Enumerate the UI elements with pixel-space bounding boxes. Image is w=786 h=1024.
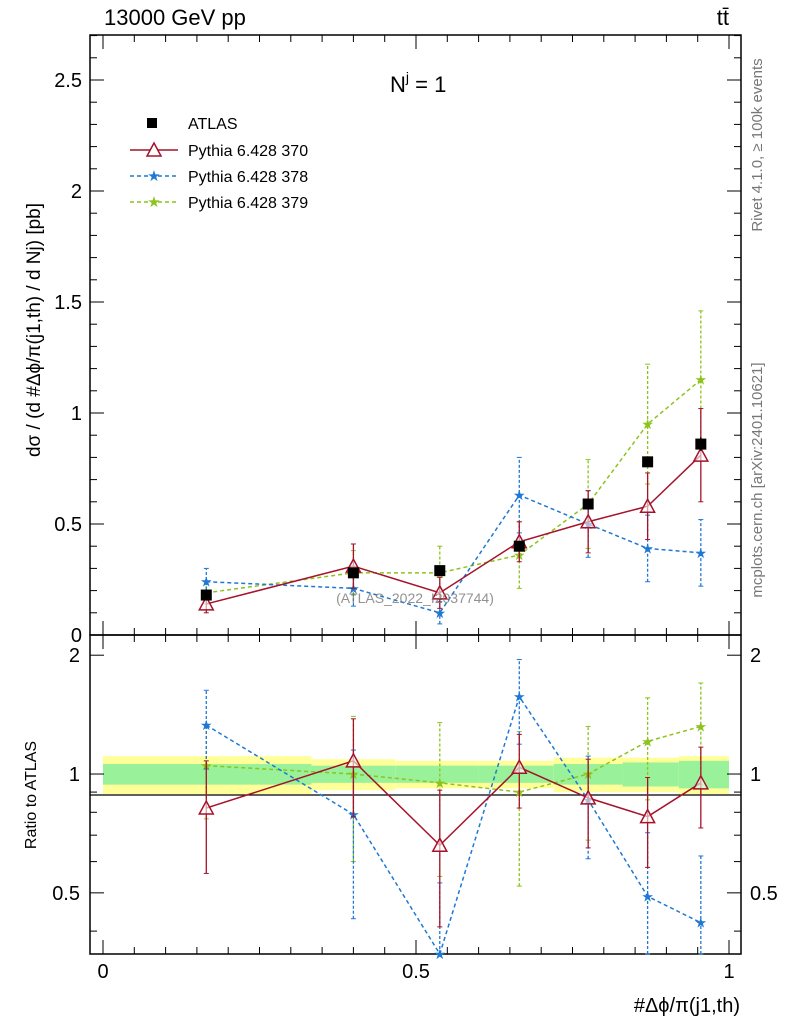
- ratio-y-tick-label-right: 2: [750, 645, 761, 667]
- ratio-uncertainty-bands: [103, 756, 729, 795]
- ratio-point-378: ★: [513, 690, 526, 706]
- y-tick-label: 2: [71, 181, 82, 203]
- main-point-378: ★: [641, 541, 654, 557]
- ratio-point-378: ★: [434, 947, 447, 963]
- main-point-379: ★: [641, 417, 654, 433]
- band-inner: [103, 764, 312, 785]
- ratio-data-marks: ★★★★★★★★★★★★★★: [198, 659, 710, 963]
- legend-marker-atlas: [147, 118, 157, 128]
- legend-label-378: Pythia 6.428 378: [188, 169, 308, 186]
- main-line-379: [206, 379, 702, 594]
- ratio-point-370: [198, 799, 215, 815]
- main-atlas-point: [434, 565, 446, 577]
- y-tick-label: 1.5: [54, 292, 82, 314]
- ratio-point-379: ★: [641, 734, 654, 750]
- y-tick-label: 2.5: [54, 70, 82, 92]
- y-tick-label: 0: [71, 625, 82, 647]
- main-atlas-point: [642, 456, 654, 468]
- ratio-point-378: ★: [200, 718, 213, 734]
- ratio-point-370: [579, 789, 597, 805]
- ratio-point-370: [639, 808, 656, 824]
- main-point-370: [639, 497, 656, 513]
- analysis-watermark: (ATLAS_2022_I2037744): [336, 590, 494, 606]
- ratio-y-tick-label-right: 0.5: [750, 883, 778, 905]
- main-atlas-point: [695, 438, 707, 450]
- band-inner: [622, 762, 679, 787]
- main-point-379: ★: [695, 373, 708, 389]
- x-axis-label: #Δϕ/π(j1,th): [634, 995, 740, 1017]
- y-axis-label-ratio: Ratio to ATLAS: [23, 741, 40, 849]
- main-point-370: [431, 584, 449, 600]
- header-right: tt̄: [717, 5, 729, 30]
- legend: ATLAS Pythia 6.428 370 ★ Pythia 6.428 37…: [130, 116, 308, 212]
- ratio-y-tick-label-right: 1: [750, 764, 761, 786]
- ratio-y-tick-label: 2: [69, 645, 80, 667]
- y-tick-label: 1: [71, 403, 82, 425]
- axes: 0 0.5 1 0 0.5 1 1.5 2 2.5 0.5 0.5 1 1 2 2: [52, 35, 778, 983]
- main-atlas-point: [347, 567, 359, 579]
- ratio-point-378: ★: [641, 889, 654, 905]
- main-point-378: ★: [434, 606, 447, 622]
- mcplots-label: mcplots.cern.ch [arXiv:2401.10621]: [749, 362, 766, 597]
- legend-marker-378: ★: [147, 167, 160, 185]
- ratio-point-370: [511, 758, 528, 775]
- main-line-370: [206, 454, 702, 605]
- header-left: 13000 GeV pp: [104, 5, 246, 30]
- ratio-point-370: [431, 836, 449, 853]
- main-point-378: ★: [347, 581, 360, 597]
- band-inner: [478, 765, 554, 783]
- main-point-378: ★: [513, 488, 526, 504]
- main-point-370: [579, 513, 597, 529]
- main-point-370: [198, 595, 215, 611]
- ratio-point-379: ★: [434, 776, 447, 792]
- ratio-point-378: ★: [695, 916, 708, 932]
- ratio-y-tick-label: 0.5: [52, 883, 80, 905]
- main-data-marks: ★★★★★★★★★★★★★★: [198, 310, 710, 625]
- y-tick-label: 0.5: [54, 514, 82, 536]
- x-tick-label: 0: [97, 961, 108, 983]
- ratio-point-370: [692, 774, 710, 790]
- legend-label-atlas: ATLAS: [188, 116, 238, 133]
- ratio-point-379: ★: [695, 719, 708, 735]
- legend-marker-379: ★: [147, 193, 160, 211]
- legend-label-370: Pythia 6.428 370: [188, 143, 308, 160]
- main-atlas-point: [513, 540, 525, 552]
- panel-title: Nj = 1: [390, 69, 446, 97]
- ratio-point-370: [345, 752, 362, 768]
- y-axis-label-main: dσ / (d #Δϕ/π(j1,th) / d Nj) [pb]: [24, 203, 45, 457]
- legend-marker-370: [145, 141, 163, 157]
- main-point-370: [692, 446, 710, 462]
- x-tick-label: 0.5: [402, 961, 430, 983]
- ratio-y-tick-label: 1: [69, 764, 80, 786]
- main-point-378: ★: [695, 546, 708, 562]
- rivet-label: Rivet 4.1.0, ≥ 100k events: [749, 58, 766, 231]
- x-tick-label: 1: [723, 961, 734, 983]
- main-atlas-point: [582, 498, 594, 510]
- legend-label-379: Pythia 6.428 379: [188, 195, 308, 212]
- main-atlas-point: [200, 589, 212, 601]
- ratio-line-378: [205, 694, 702, 956]
- band-inner: [395, 765, 479, 783]
- main-point-378: ★: [200, 575, 213, 591]
